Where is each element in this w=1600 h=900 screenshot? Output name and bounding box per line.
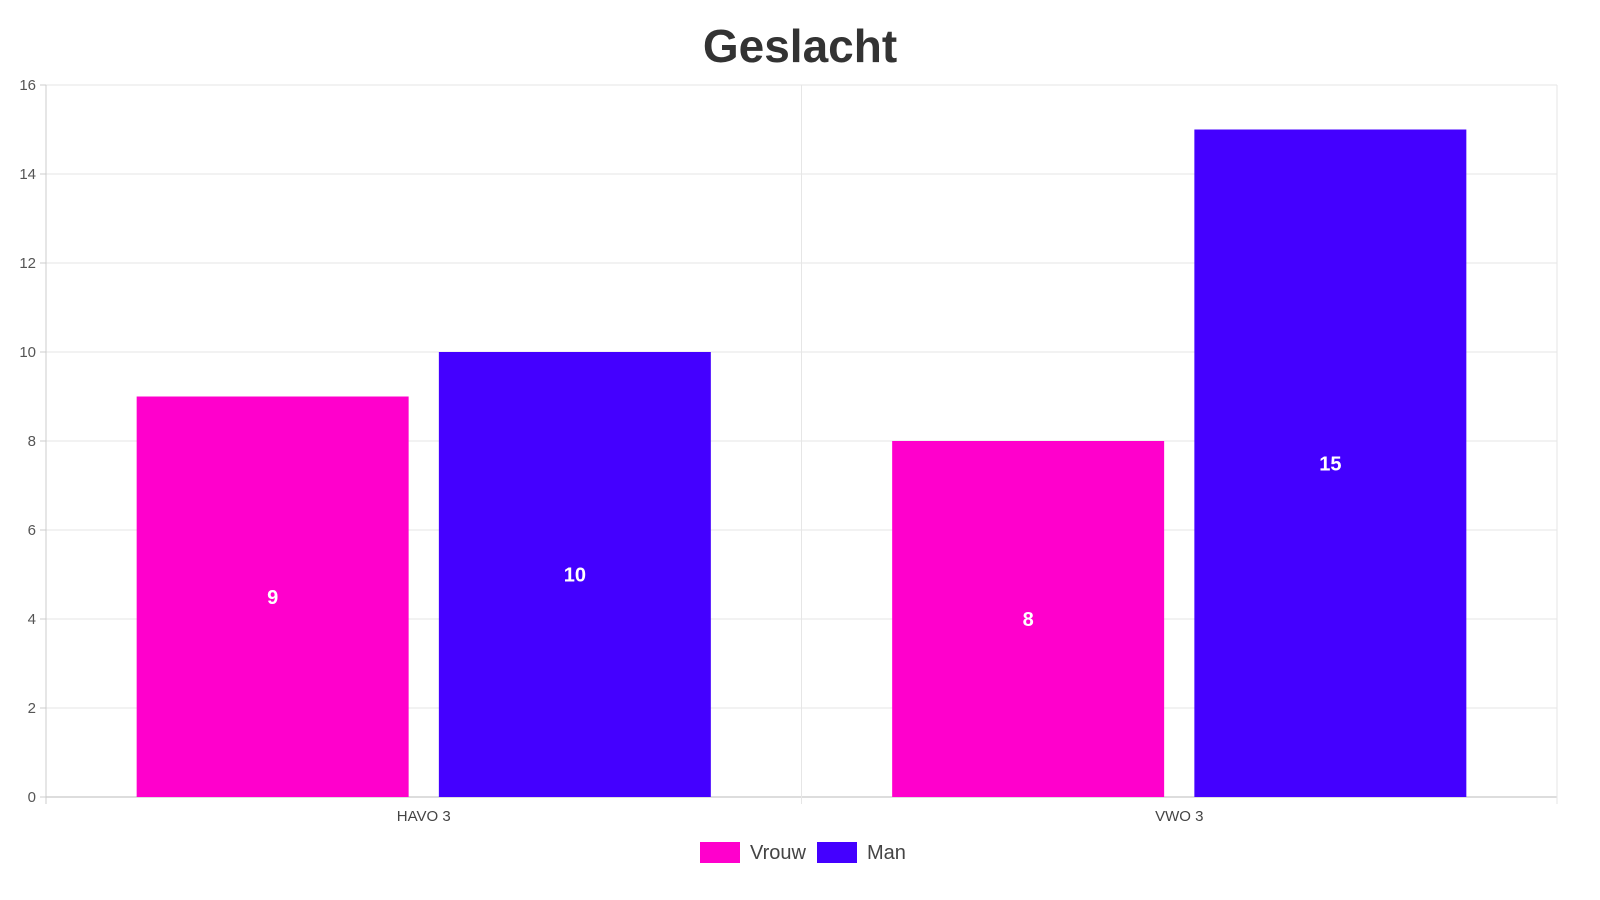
bars: 9 10 8 15 — [136, 129, 1467, 798]
legend-label: Man — [867, 842, 906, 864]
y-tick-label: 12 — [19, 255, 36, 272]
bar-vrouw-vwo-3[interactable] — [892, 441, 1165, 797]
data-label: 15 — [1319, 453, 1341, 475]
y-tick-label: 6 — [28, 522, 36, 539]
chart-title: Geslacht — [703, 20, 897, 72]
x-tick-label: VWO 3 — [1155, 808, 1203, 825]
data-label: 9 — [267, 587, 278, 609]
y-tick-label: 14 — [19, 166, 36, 183]
bar-man-havo-3[interactable] — [438, 352, 711, 797]
data-label: 8 — [1023, 609, 1034, 631]
y-tick-label: 2 — [28, 700, 36, 717]
legend[interactable]: Vrouw Man — [700, 842, 906, 864]
legend-swatch — [817, 842, 857, 863]
bar-vrouw-havo-3[interactable] — [136, 396, 409, 798]
legend-item-vrouw[interactable]: Vrouw — [700, 842, 807, 864]
legend-swatch — [700, 842, 740, 863]
y-tick-label: 0 — [28, 789, 36, 806]
axes: 0 2 4 6 8 10 12 14 16 HAVO 3 VWO 3 — [19, 77, 1203, 825]
legend-label: Vrouw — [750, 842, 807, 864]
y-tick-label: 16 — [19, 77, 36, 94]
legend-item-man[interactable]: Man — [817, 842, 906, 864]
y-tick-label: 4 — [28, 611, 36, 628]
y-tick-label: 8 — [28, 433, 36, 450]
bar-man-vwo-3[interactable] — [1194, 129, 1467, 798]
data-label: 10 — [564, 565, 586, 587]
y-tick-label: 10 — [19, 344, 36, 361]
x-tick-label: HAVO 3 — [397, 808, 451, 825]
